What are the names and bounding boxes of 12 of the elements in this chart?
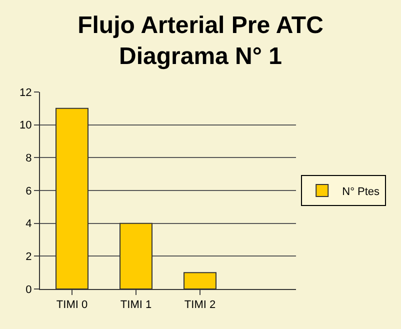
y-tick-label: 2 [26, 251, 32, 264]
x-tick-label: TIMI 2 [184, 299, 216, 312]
y-tick-label: 8 [26, 152, 32, 165]
y-tick-label: 12 [20, 86, 32, 99]
legend-label: N° Ptes [342, 186, 380, 198]
x-tick-label: TIMI 0 [56, 299, 88, 312]
chart-title: Flujo Arterial Pre ATC Diagrama N° 1 [78, 12, 324, 70]
y-tick-label: 6 [26, 185, 32, 198]
y-tick-label: 10 [20, 120, 32, 132]
x-tick-label: TIMI 1 [120, 299, 152, 312]
y-tick-label: 0 [26, 284, 32, 296]
y-tick-label: 4 [26, 218, 32, 230]
